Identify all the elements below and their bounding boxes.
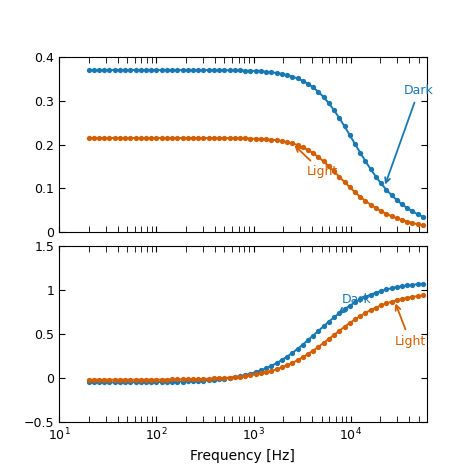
Text: Dark: Dark — [340, 293, 371, 313]
X-axis label: Frequency [Hz]: Frequency [Hz] — [191, 449, 295, 463]
Text: Dark: Dark — [385, 84, 434, 182]
Text: Light: Light — [296, 147, 338, 178]
Text: Light: Light — [394, 305, 426, 347]
